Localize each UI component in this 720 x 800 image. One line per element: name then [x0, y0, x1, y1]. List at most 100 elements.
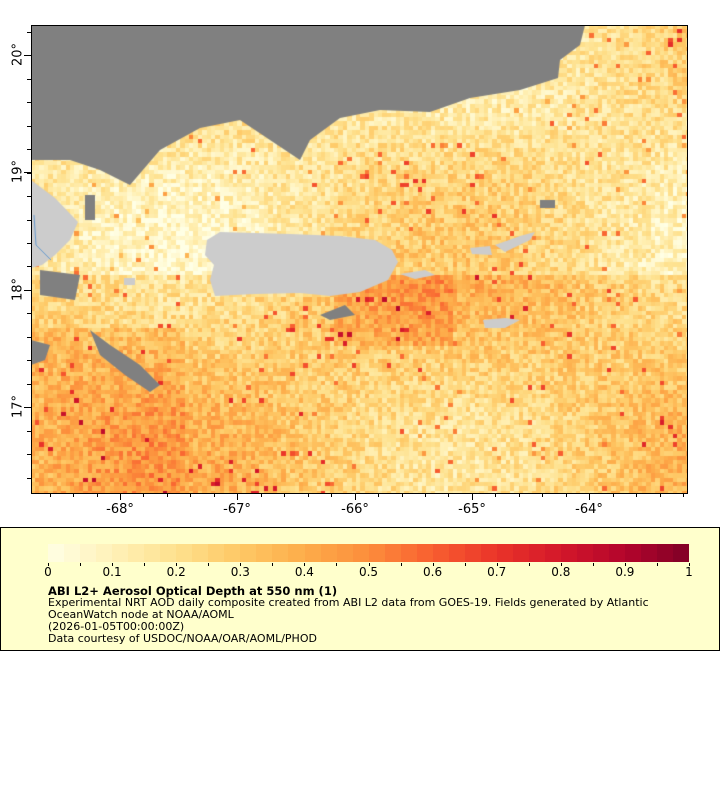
- colorbar-tick: [592, 563, 594, 566]
- x-minor-tick: [660, 494, 661, 497]
- colorbar-segment: [528, 544, 545, 562]
- colorbar-label: 0.6: [423, 565, 443, 579]
- colorbar-segment: [609, 544, 626, 562]
- y-minor-tick: [27, 337, 31, 338]
- colorbar-segment: [368, 544, 385, 562]
- x-tick-label: -65°: [458, 502, 486, 517]
- colorbar-segment: [304, 544, 321, 562]
- y-minor-tick: [27, 55, 31, 56]
- y-minor-tick: [27, 360, 31, 361]
- x-minor-tick: [402, 494, 403, 497]
- colorbar-label: 0.9: [615, 565, 635, 579]
- colorbar-segment: [112, 544, 129, 562]
- y-minor-tick: [27, 407, 31, 408]
- colorbar-segment: [496, 544, 513, 562]
- colorbar-tick: [656, 563, 658, 566]
- colorbar-tick: [272, 563, 274, 566]
- colorbar-segment: [416, 544, 433, 562]
- colorbar-segment: [128, 544, 145, 562]
- x-minor-tick: [237, 494, 238, 497]
- y-minor-tick: [27, 79, 31, 80]
- colorbar-segment: [593, 544, 610, 562]
- x-minor-tick: [120, 494, 121, 497]
- colorbar-label: 0.3: [230, 565, 250, 579]
- colorbar-tick: [208, 563, 210, 566]
- colorbar-segment: [544, 544, 561, 562]
- colorbar-segment: [144, 544, 161, 562]
- x-tick: [589, 494, 590, 500]
- y-minor-tick: [27, 32, 31, 33]
- legend-time: (2026-01-05T00:00:00Z): [48, 620, 185, 633]
- y-minor-tick: [27, 196, 31, 197]
- colorbar-segment: [208, 544, 225, 562]
- x-minor-tick: [519, 494, 520, 497]
- colorbar-segment: [64, 544, 81, 562]
- x-minor-tick: [143, 494, 144, 497]
- aod-map-raster: [31, 25, 688, 494]
- colorbar-segment: [673, 544, 690, 562]
- y-minor-tick: [27, 313, 31, 314]
- y-tick-label: 18°: [10, 277, 26, 302]
- colorbar-tick: [176, 563, 178, 566]
- colorbar-segment: [400, 544, 417, 562]
- y-tick-label: 19°: [10, 159, 26, 184]
- colorbar-tick: [624, 563, 626, 566]
- x-minor-tick: [378, 494, 379, 497]
- colorbar-tick: [464, 563, 466, 566]
- x-tick: [355, 494, 356, 500]
- colorbar-segment: [384, 544, 401, 562]
- colorbar-tick: [144, 563, 146, 566]
- colorbar-segment: [176, 544, 193, 562]
- y-minor-tick: [27, 126, 31, 127]
- colorbar-tick: [496, 563, 498, 566]
- x-minor-tick: [284, 494, 285, 497]
- colorbar-segment: [448, 544, 465, 562]
- colorbar-segment: [657, 544, 674, 562]
- y-minor-tick: [27, 102, 31, 103]
- legend-title: ABI L2+ Aerosol Optical Depth at 550 nm …: [48, 584, 338, 598]
- colorbar-segment: [641, 544, 658, 562]
- colorbar-label: 0.4: [294, 565, 314, 579]
- colorbar-label: 0.5: [358, 565, 379, 579]
- colorbar-tick: [689, 563, 690, 566]
- colorbar-segment: [561, 544, 578, 562]
- x-minor-tick: [636, 494, 637, 497]
- x-minor-tick: [425, 494, 426, 497]
- colorbar-label: 0.7: [487, 565, 507, 579]
- colorbar-label: 0.8: [551, 565, 571, 579]
- y-minor-tick: [27, 220, 31, 221]
- colorbar-tick: [400, 563, 402, 566]
- x-minor-tick: [331, 494, 332, 497]
- x-minor-tick: [589, 494, 590, 497]
- x-minor-tick: [97, 494, 98, 497]
- x-minor-tick: [495, 494, 496, 497]
- colorbar-segment: [480, 544, 497, 562]
- legend-desc-1: Experimental NRT AOD daily composite cre…: [48, 596, 649, 609]
- colorbar-segment: [48, 544, 65, 562]
- colorbar-label: 0.2: [166, 565, 186, 579]
- map-frame: [31, 25, 688, 494]
- x-minor-tick: [472, 494, 473, 497]
- y-tick-label: 20°: [10, 42, 26, 67]
- colorbar-segment: [96, 544, 113, 562]
- colorbar-segment: [432, 544, 449, 562]
- y-minor-tick: [27, 454, 31, 455]
- colorbar-segment: [625, 544, 642, 562]
- x-minor-tick: [190, 494, 191, 497]
- colorbar-segment: [577, 544, 594, 562]
- x-minor-tick: [214, 494, 215, 497]
- y-minor-tick: [27, 173, 31, 174]
- colorbar-segment: [464, 544, 481, 562]
- y-tick-label: 17°: [10, 394, 26, 419]
- colorbar-label: 1: [685, 565, 693, 579]
- x-minor-tick: [566, 494, 567, 497]
- x-tick-label: -64°: [575, 502, 603, 517]
- colorbar-tick: [240, 563, 242, 566]
- colorbar-segment: [288, 544, 305, 562]
- colorbar-segment: [240, 544, 257, 562]
- colorbar-segment: [192, 544, 209, 562]
- colorbar-tick: [336, 563, 338, 566]
- legend-desc-2: OceanWatch node at NOAA/AOML: [48, 608, 234, 621]
- colorbar-segment: [352, 544, 369, 562]
- legend-panel: 0 0.1 0.2 0.3 0.4 0.5 0.6 0.7 0.8 0.9 1 ABI L2+ Ae…: [0, 527, 720, 651]
